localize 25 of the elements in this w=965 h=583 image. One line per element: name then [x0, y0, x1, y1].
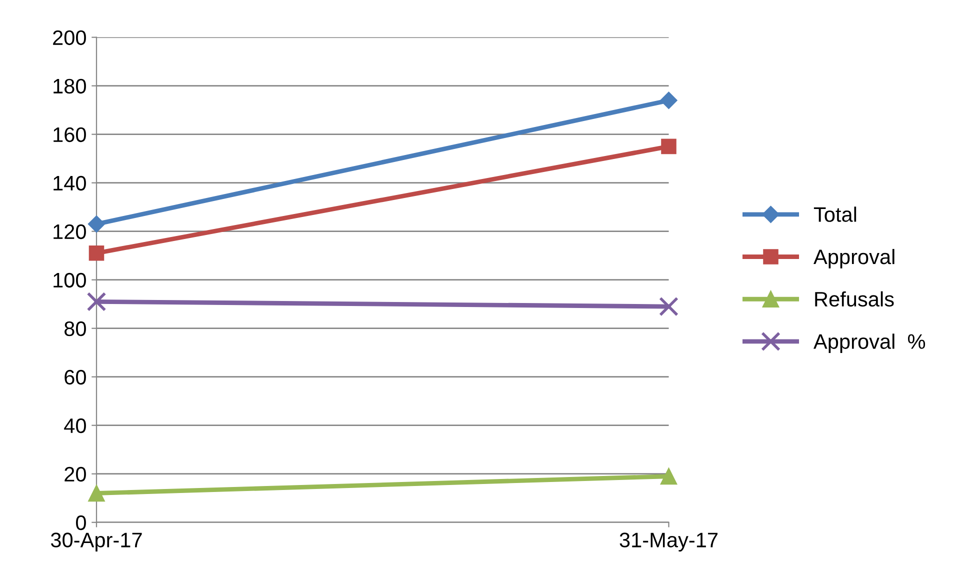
point: [88, 216, 106, 233]
legend-label: Total: [814, 206, 856, 222]
y-tick-label: 100: [54, 272, 86, 288]
y-tick-label: 180: [54, 78, 86, 94]
legend-label: Refusals: [815, 291, 894, 307]
point: [661, 138, 676, 154]
point: [86, 292, 106, 312]
x-tick-label: 30-Apr-17: [50, 532, 142, 552]
y-tick-label: 0: [76, 515, 86, 530]
y-tick-label: 60: [64, 370, 86, 385]
x-tick-label: 31-May-17: [620, 532, 718, 552]
point: [88, 484, 105, 502]
point: [659, 296, 678, 316]
y-tick-label: 120: [54, 224, 86, 240]
y-tick-label: 20: [64, 466, 86, 482]
y-tick-label: 140: [54, 176, 86, 191]
y-tick-label: 200: [53, 30, 86, 46]
y-tick-label: 40: [64, 418, 86, 434]
y-tick-label: 160: [54, 127, 86, 142]
y-tick-label: 80: [64, 321, 86, 336]
point: [660, 92, 678, 109]
legend-label: Approval: [814, 248, 894, 268]
point: [88, 246, 104, 261]
legend-label: Approval %: [814, 334, 926, 354]
point: [660, 468, 678, 485]
